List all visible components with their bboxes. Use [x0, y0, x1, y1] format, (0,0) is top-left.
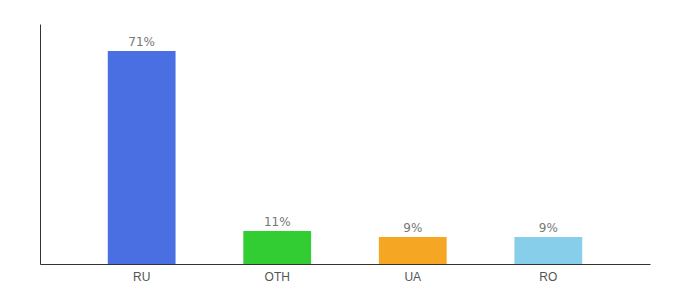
x-axis-line	[41, 264, 651, 265]
x-axis: RU OTH UA RO	[41, 265, 651, 284]
x-tick: RO	[539, 270, 557, 284]
bar	[108, 51, 176, 264]
x-tick: RU	[133, 270, 150, 284]
bar	[514, 237, 582, 264]
chart: RU OTH UA RO 71% 11% 9% 9%	[0, 0, 680, 300]
x-tick-label: UA	[404, 270, 421, 284]
plot: RU OTH UA RO 71% 11% 9% 9%	[41, 25, 651, 284]
data-label: 71%	[128, 35, 155, 49]
x-tick: UA	[404, 270, 421, 284]
bar	[243, 231, 311, 264]
y-axis	[40, 25, 41, 265]
x-tick-label: OTH	[265, 270, 290, 284]
data-label: 9%	[539, 221, 558, 235]
data-labels: 71% 11% 9% 9%	[128, 35, 558, 235]
y-axis-line	[40, 25, 41, 265]
x-tick-label: RO	[539, 270, 557, 284]
bar	[379, 237, 447, 264]
x-tick: OTH	[265, 270, 290, 284]
x-tick-label: RU	[133, 270, 150, 284]
data-label: 11%	[264, 215, 291, 229]
data-label: 9%	[403, 221, 422, 235]
bars	[108, 51, 582, 264]
